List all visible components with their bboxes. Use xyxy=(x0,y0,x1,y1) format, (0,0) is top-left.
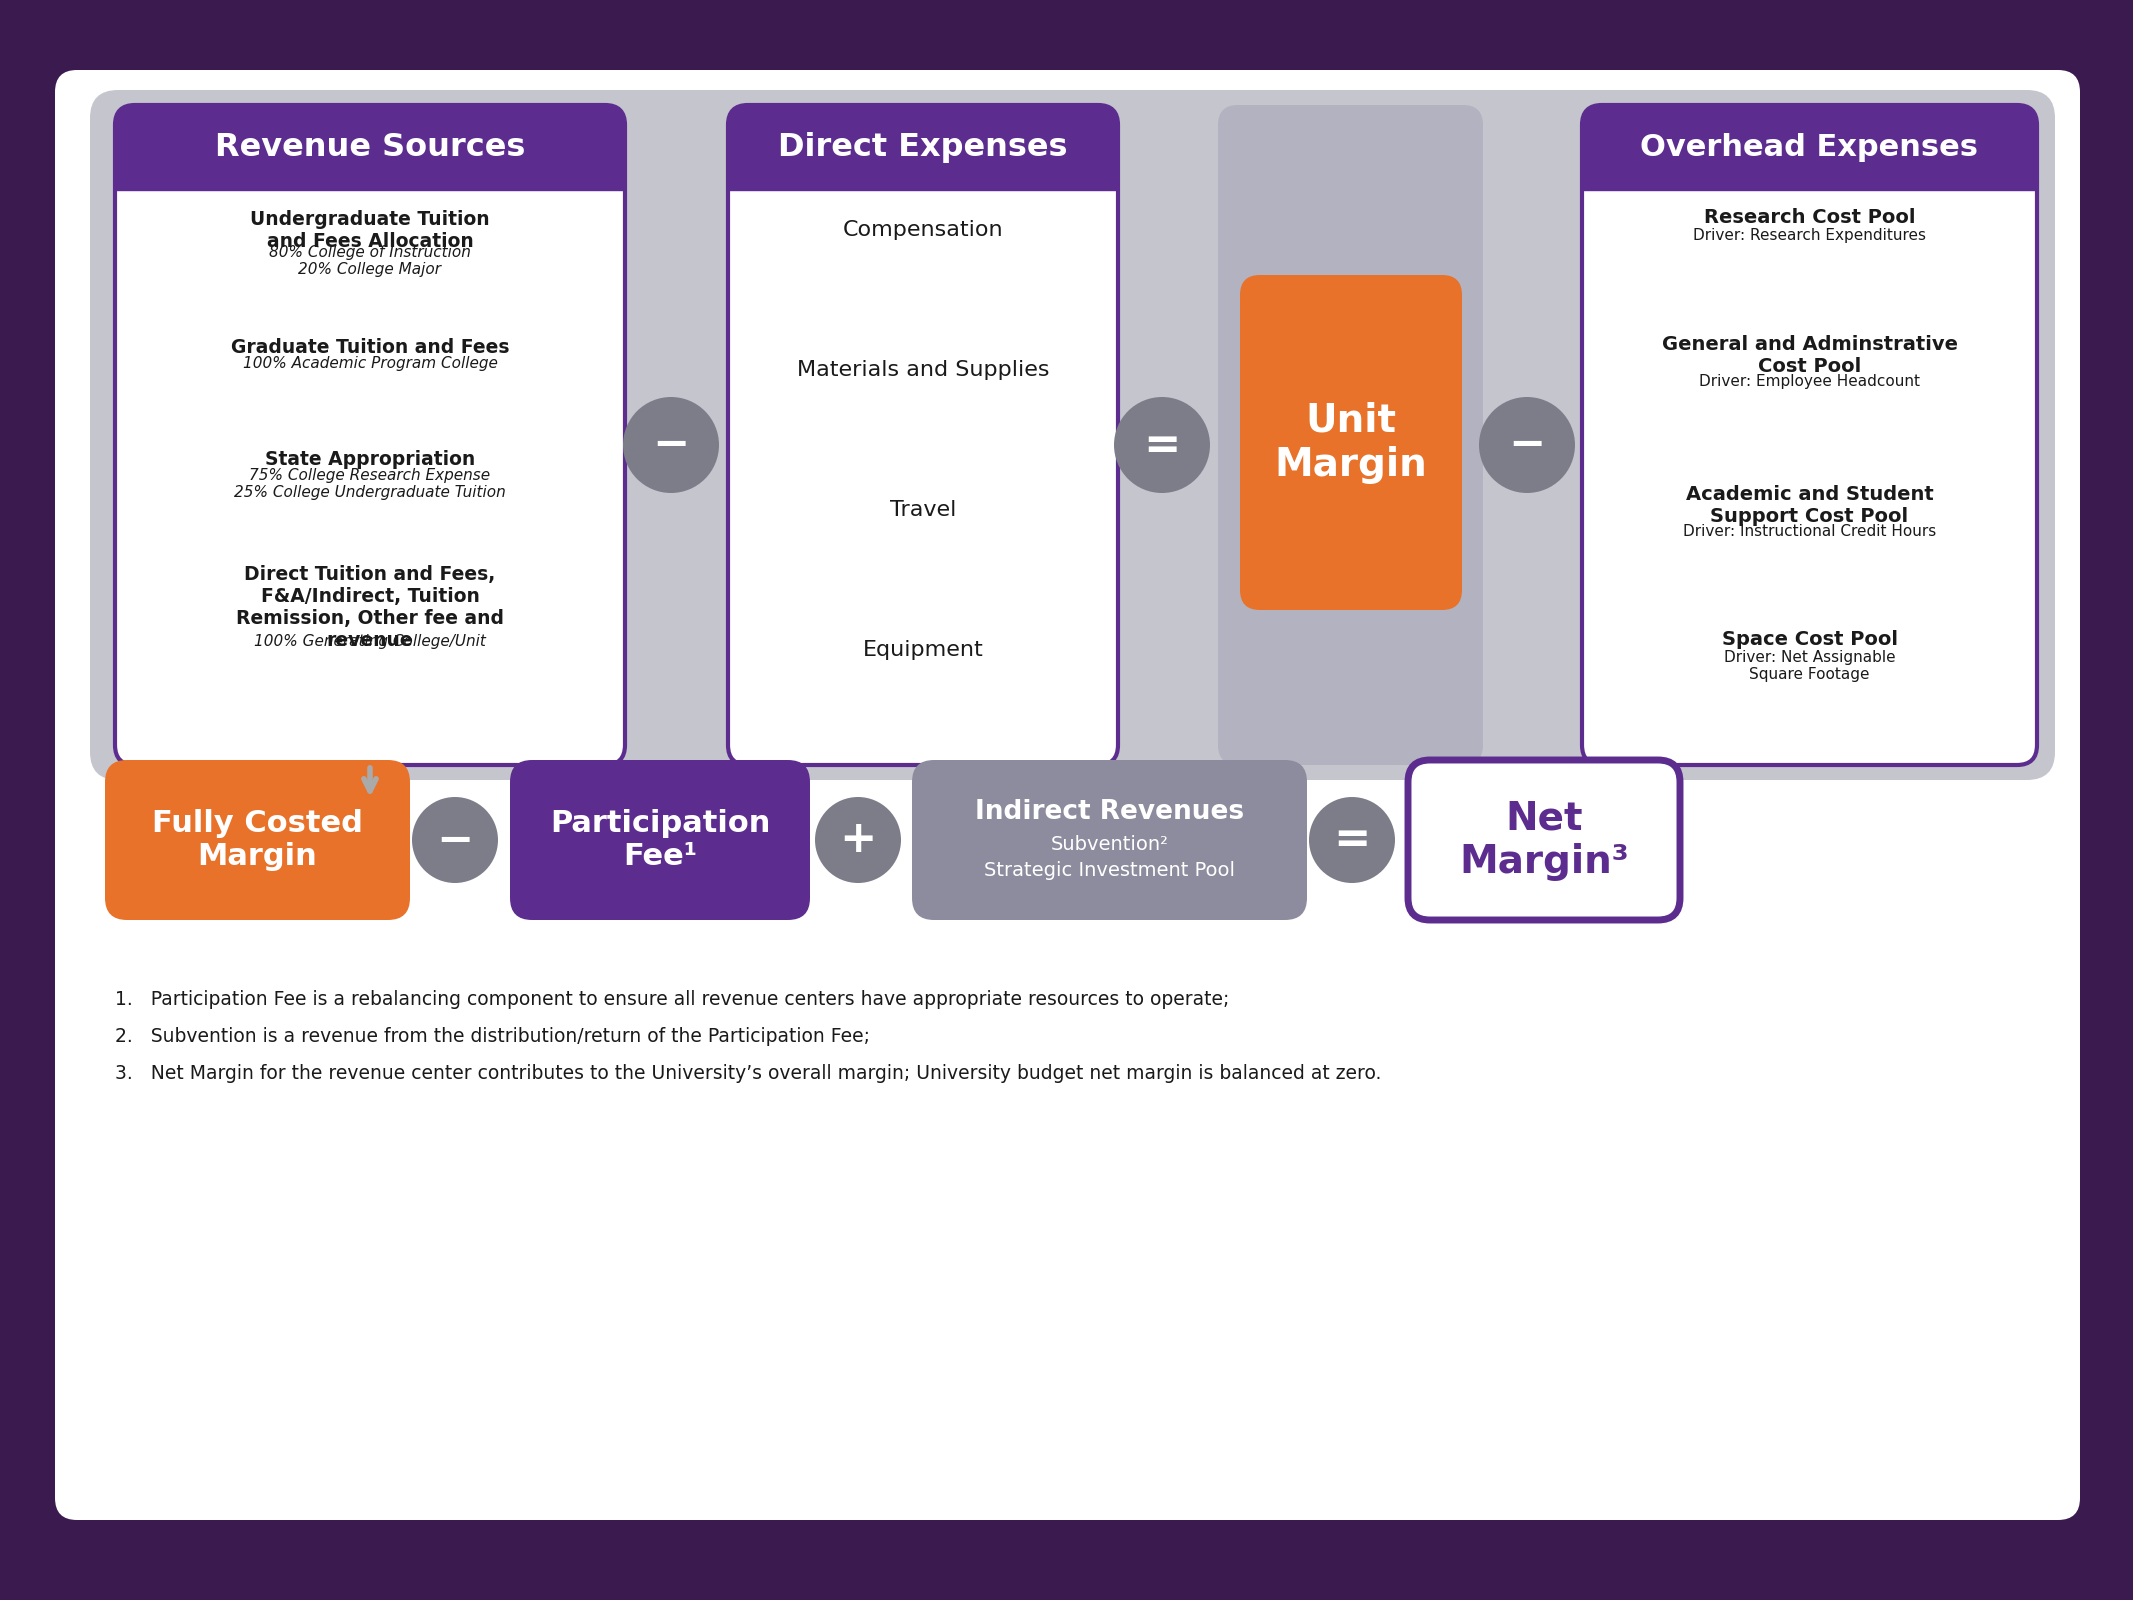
Bar xyxy=(1583,168,2037,190)
Text: Driver: Research Expenditures: Driver: Research Expenditures xyxy=(1694,227,1926,243)
FancyBboxPatch shape xyxy=(115,106,625,765)
FancyBboxPatch shape xyxy=(913,760,1308,920)
Text: Fully Costed
Margin: Fully Costed Margin xyxy=(151,808,363,872)
FancyBboxPatch shape xyxy=(1218,106,1482,765)
Text: Updated: Fall 2024: Updated: Fall 2024 xyxy=(90,1442,386,1469)
Text: +: + xyxy=(838,819,877,861)
Text: 100% Generating College/Unit: 100% Generating College/Unit xyxy=(254,634,486,650)
Text: Unit
Margin: Unit Margin xyxy=(1276,402,1427,483)
FancyBboxPatch shape xyxy=(1583,106,2037,190)
Text: Revenue Sources: Revenue Sources xyxy=(215,133,525,163)
FancyBboxPatch shape xyxy=(1583,106,2037,765)
FancyBboxPatch shape xyxy=(55,70,2080,1520)
Text: General and Adminstrative
Cost Pool: General and Adminstrative Cost Pool xyxy=(1662,334,1958,376)
Bar xyxy=(115,168,625,190)
Text: Direct Expenses: Direct Expenses xyxy=(779,133,1069,163)
Text: 1.   Participation Fee is a rebalancing component to ensure all revenue centers : 1. Participation Fee is a rebalancing co… xyxy=(115,990,1229,1010)
FancyBboxPatch shape xyxy=(727,106,1118,190)
Text: Graduate Tuition and Fees: Graduate Tuition and Fees xyxy=(230,338,510,357)
FancyBboxPatch shape xyxy=(1408,760,1681,920)
Circle shape xyxy=(412,797,497,883)
FancyBboxPatch shape xyxy=(727,106,1118,765)
Circle shape xyxy=(1113,397,1209,493)
Text: Research Cost Pool: Research Cost Pool xyxy=(1704,208,1915,227)
Text: Strategic Investment Pool: Strategic Investment Pool xyxy=(983,861,1235,880)
FancyBboxPatch shape xyxy=(1239,275,1461,610)
Circle shape xyxy=(1310,797,1395,883)
Text: Driver: Net Assignable
Square Footage: Driver: Net Assignable Square Footage xyxy=(1723,650,1896,682)
Text: =: = xyxy=(1143,424,1182,467)
Bar xyxy=(727,168,1118,190)
FancyBboxPatch shape xyxy=(115,106,625,190)
Text: Equipment: Equipment xyxy=(862,640,983,659)
FancyBboxPatch shape xyxy=(90,90,2054,781)
Text: Materials and Supplies: Materials and Supplies xyxy=(798,360,1049,379)
Text: Space Cost Pool: Space Cost Pool xyxy=(1721,630,1898,650)
FancyBboxPatch shape xyxy=(105,760,410,920)
FancyBboxPatch shape xyxy=(510,760,811,920)
Text: −: − xyxy=(437,819,474,861)
Text: 2.   Subvention is a revenue from the distribution/return of the Participation F: 2. Subvention is a revenue from the dist… xyxy=(115,1027,870,1046)
Text: Academic and Student
Support Cost Pool: Academic and Student Support Cost Pool xyxy=(1685,485,1932,526)
Text: Participation
Fee¹: Participation Fee¹ xyxy=(550,808,770,872)
Text: Net
Margin³: Net Margin³ xyxy=(1459,798,1630,882)
Text: Compensation: Compensation xyxy=(843,219,1003,240)
Text: State Appropriation: State Appropriation xyxy=(264,450,476,469)
Text: Indirect Revenues: Indirect Revenues xyxy=(975,798,1244,826)
Text: Subvention²: Subvention² xyxy=(1049,835,1169,854)
Text: =: = xyxy=(1333,819,1372,861)
Text: 80% College of Instruction
20% College Major: 80% College of Instruction 20% College M… xyxy=(269,245,471,277)
Text: Driver: Instructional Credit Hours: Driver: Instructional Credit Hours xyxy=(1683,525,1937,539)
Circle shape xyxy=(815,797,900,883)
Text: Travel: Travel xyxy=(889,499,956,520)
Text: −: − xyxy=(1508,424,1546,467)
Text: 3.   Net Margin for the revenue center contributes to the University’s overall m: 3. Net Margin for the revenue center con… xyxy=(115,1064,1382,1083)
Text: −: − xyxy=(653,424,689,467)
Text: Overhead Expenses: Overhead Expenses xyxy=(1640,133,1979,162)
Circle shape xyxy=(623,397,719,493)
Circle shape xyxy=(1478,397,1574,493)
Text: 75% College Research Expense
25% College Undergraduate Tuition: 75% College Research Expense 25% College… xyxy=(235,467,506,501)
Text: Driver: Employee Headcount: Driver: Employee Headcount xyxy=(1700,374,1920,389)
Text: Direct Tuition and Fees,
F&A/Indirect, Tuition
Remission, Other fee and
revenue: Direct Tuition and Fees, F&A/Indirect, T… xyxy=(237,565,503,650)
Text: 100% Academic Program College: 100% Academic Program College xyxy=(243,357,497,371)
Text: Undergraduate Tuition
and Fees Allocation: Undergraduate Tuition and Fees Allocatio… xyxy=(250,210,491,251)
